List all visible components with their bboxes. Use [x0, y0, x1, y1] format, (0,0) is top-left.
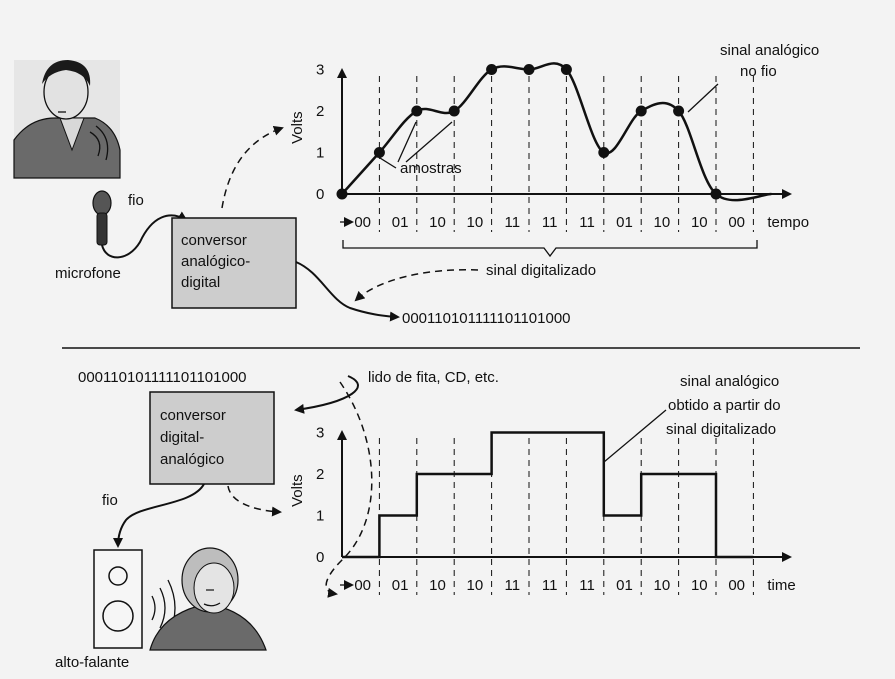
arrow-to-dac: [294, 375, 359, 414]
wire-label-bottom: fio: [102, 492, 118, 509]
dac-line-3: analógico: [160, 451, 224, 468]
reconstructed-signal-line-1: sinal analógico: [680, 373, 779, 390]
samples-label: amostras: [400, 160, 462, 177]
analog-signal-pointer: [687, 83, 719, 113]
y-tick-label: 3: [316, 62, 324, 79]
binary-code-label: 10: [691, 577, 708, 594]
samples-pointer-3: [379, 157, 397, 169]
y-tick-label: 2: [316, 466, 324, 483]
adc-line-1: conversor: [181, 232, 247, 249]
y-tick-label: 3: [316, 425, 324, 442]
adc-output-arrow: [295, 261, 400, 322]
adc-converter-box: [171, 217, 297, 309]
y-tick-label: 1: [316, 508, 324, 525]
analog-signal-curve: [341, 62, 772, 202]
y-axis-label: Volts: [289, 474, 306, 507]
sample-point: [560, 64, 572, 75]
binary-code-label: 01: [392, 577, 409, 594]
binary-code-label: 10: [467, 577, 484, 594]
reconstructed-signal-pointer: [603, 409, 667, 463]
samples-pointer-2: [405, 121, 453, 163]
wire-label-top: fio: [128, 192, 144, 209]
person-speaking-icon: [13, 60, 121, 179]
sample-point: [598, 147, 610, 158]
x-axis-label: tempo: [767, 214, 809, 231]
binary-code-label: 11: [542, 214, 558, 231]
analog-signal-label-line-1: sinal analógico: [720, 42, 819, 59]
y-tick-label: 2: [316, 103, 324, 120]
binary-code-label: 10: [429, 214, 446, 231]
y-tick-label: 0: [316, 186, 324, 203]
binary-code-label: 11: [505, 577, 521, 594]
reconstructed-signal-line-3: sinal digitalizado: [666, 421, 776, 438]
binary-code-label: 11: [579, 214, 595, 231]
digitized-signal-label: sinal digitalizado: [486, 262, 596, 279]
reconstructed-signal-line-2: obtido a partir do: [668, 397, 781, 414]
binary-code-label: 10: [467, 214, 484, 231]
microphone-label: microfone: [55, 265, 121, 282]
dashed-arrow-to-bitstream: [354, 269, 479, 302]
person-listening-icon: [149, 547, 267, 651]
binary-code-label: 10: [691, 214, 708, 231]
sample-point: [411, 105, 423, 117]
binary-code-label: 10: [654, 577, 671, 594]
binary-code-label: 01: [616, 214, 633, 231]
binary-code-label: 11: [542, 577, 558, 594]
source-label: lido de fita, CD, etc.: [368, 369, 499, 386]
sample-point: [523, 64, 535, 75]
binary-code-label: 00: [728, 214, 745, 231]
binary-code-label: 10: [429, 577, 446, 594]
y-axis-label: Volts: [289, 111, 306, 144]
wire-to-speaker: [113, 483, 205, 548]
sample-point: [635, 105, 647, 117]
x-axis-label: time: [767, 577, 795, 594]
adc-line-2: analógico-: [181, 253, 250, 270]
dashed-arrow-to-top-chart: [221, 125, 284, 209]
sample-point: [710, 188, 722, 200]
binary-code-label: 00: [354, 214, 371, 231]
sample-point: [448, 105, 460, 117]
speaker-label: alto-falante: [55, 654, 129, 671]
dac-line-1: conversor: [160, 407, 226, 424]
adc-line-3: digital: [181, 274, 220, 291]
sample-point: [336, 188, 348, 200]
binary-code-label: 00: [728, 577, 745, 594]
binary-code-label: 01: [392, 214, 409, 231]
dac-line-2: digital-: [160, 429, 204, 446]
binary-code-label: 10: [654, 214, 671, 231]
sample-point: [373, 147, 385, 158]
sample-point: [486, 64, 498, 75]
dashed-arrow-to-bottom-codes: [325, 381, 373, 598]
top-bitstream: 000110101111101101000: [402, 310, 571, 327]
binary-code-label: 01: [616, 577, 633, 594]
y-tick-label: 0: [316, 549, 324, 566]
digitized-brace: [342, 240, 758, 258]
y-tick-label: 1: [316, 145, 324, 162]
binary-code-label: 11: [579, 577, 595, 594]
binary-code-label: 11: [505, 214, 521, 231]
microphone-icon: [92, 190, 112, 246]
dashed-arrow-to-bottom-chart: [227, 485, 282, 517]
bottom-bitstream: 000110101111101101000: [78, 369, 247, 386]
step-signal-line: [342, 431, 754, 559]
analog-signal-label-line-2: no fio: [740, 63, 777, 80]
samples-pointer-1: [397, 121, 417, 163]
dac-converter-box: [149, 391, 275, 485]
binary-code-label: 00: [354, 577, 371, 594]
wire-to-adc: [101, 211, 188, 259]
sample-point: [673, 105, 685, 117]
